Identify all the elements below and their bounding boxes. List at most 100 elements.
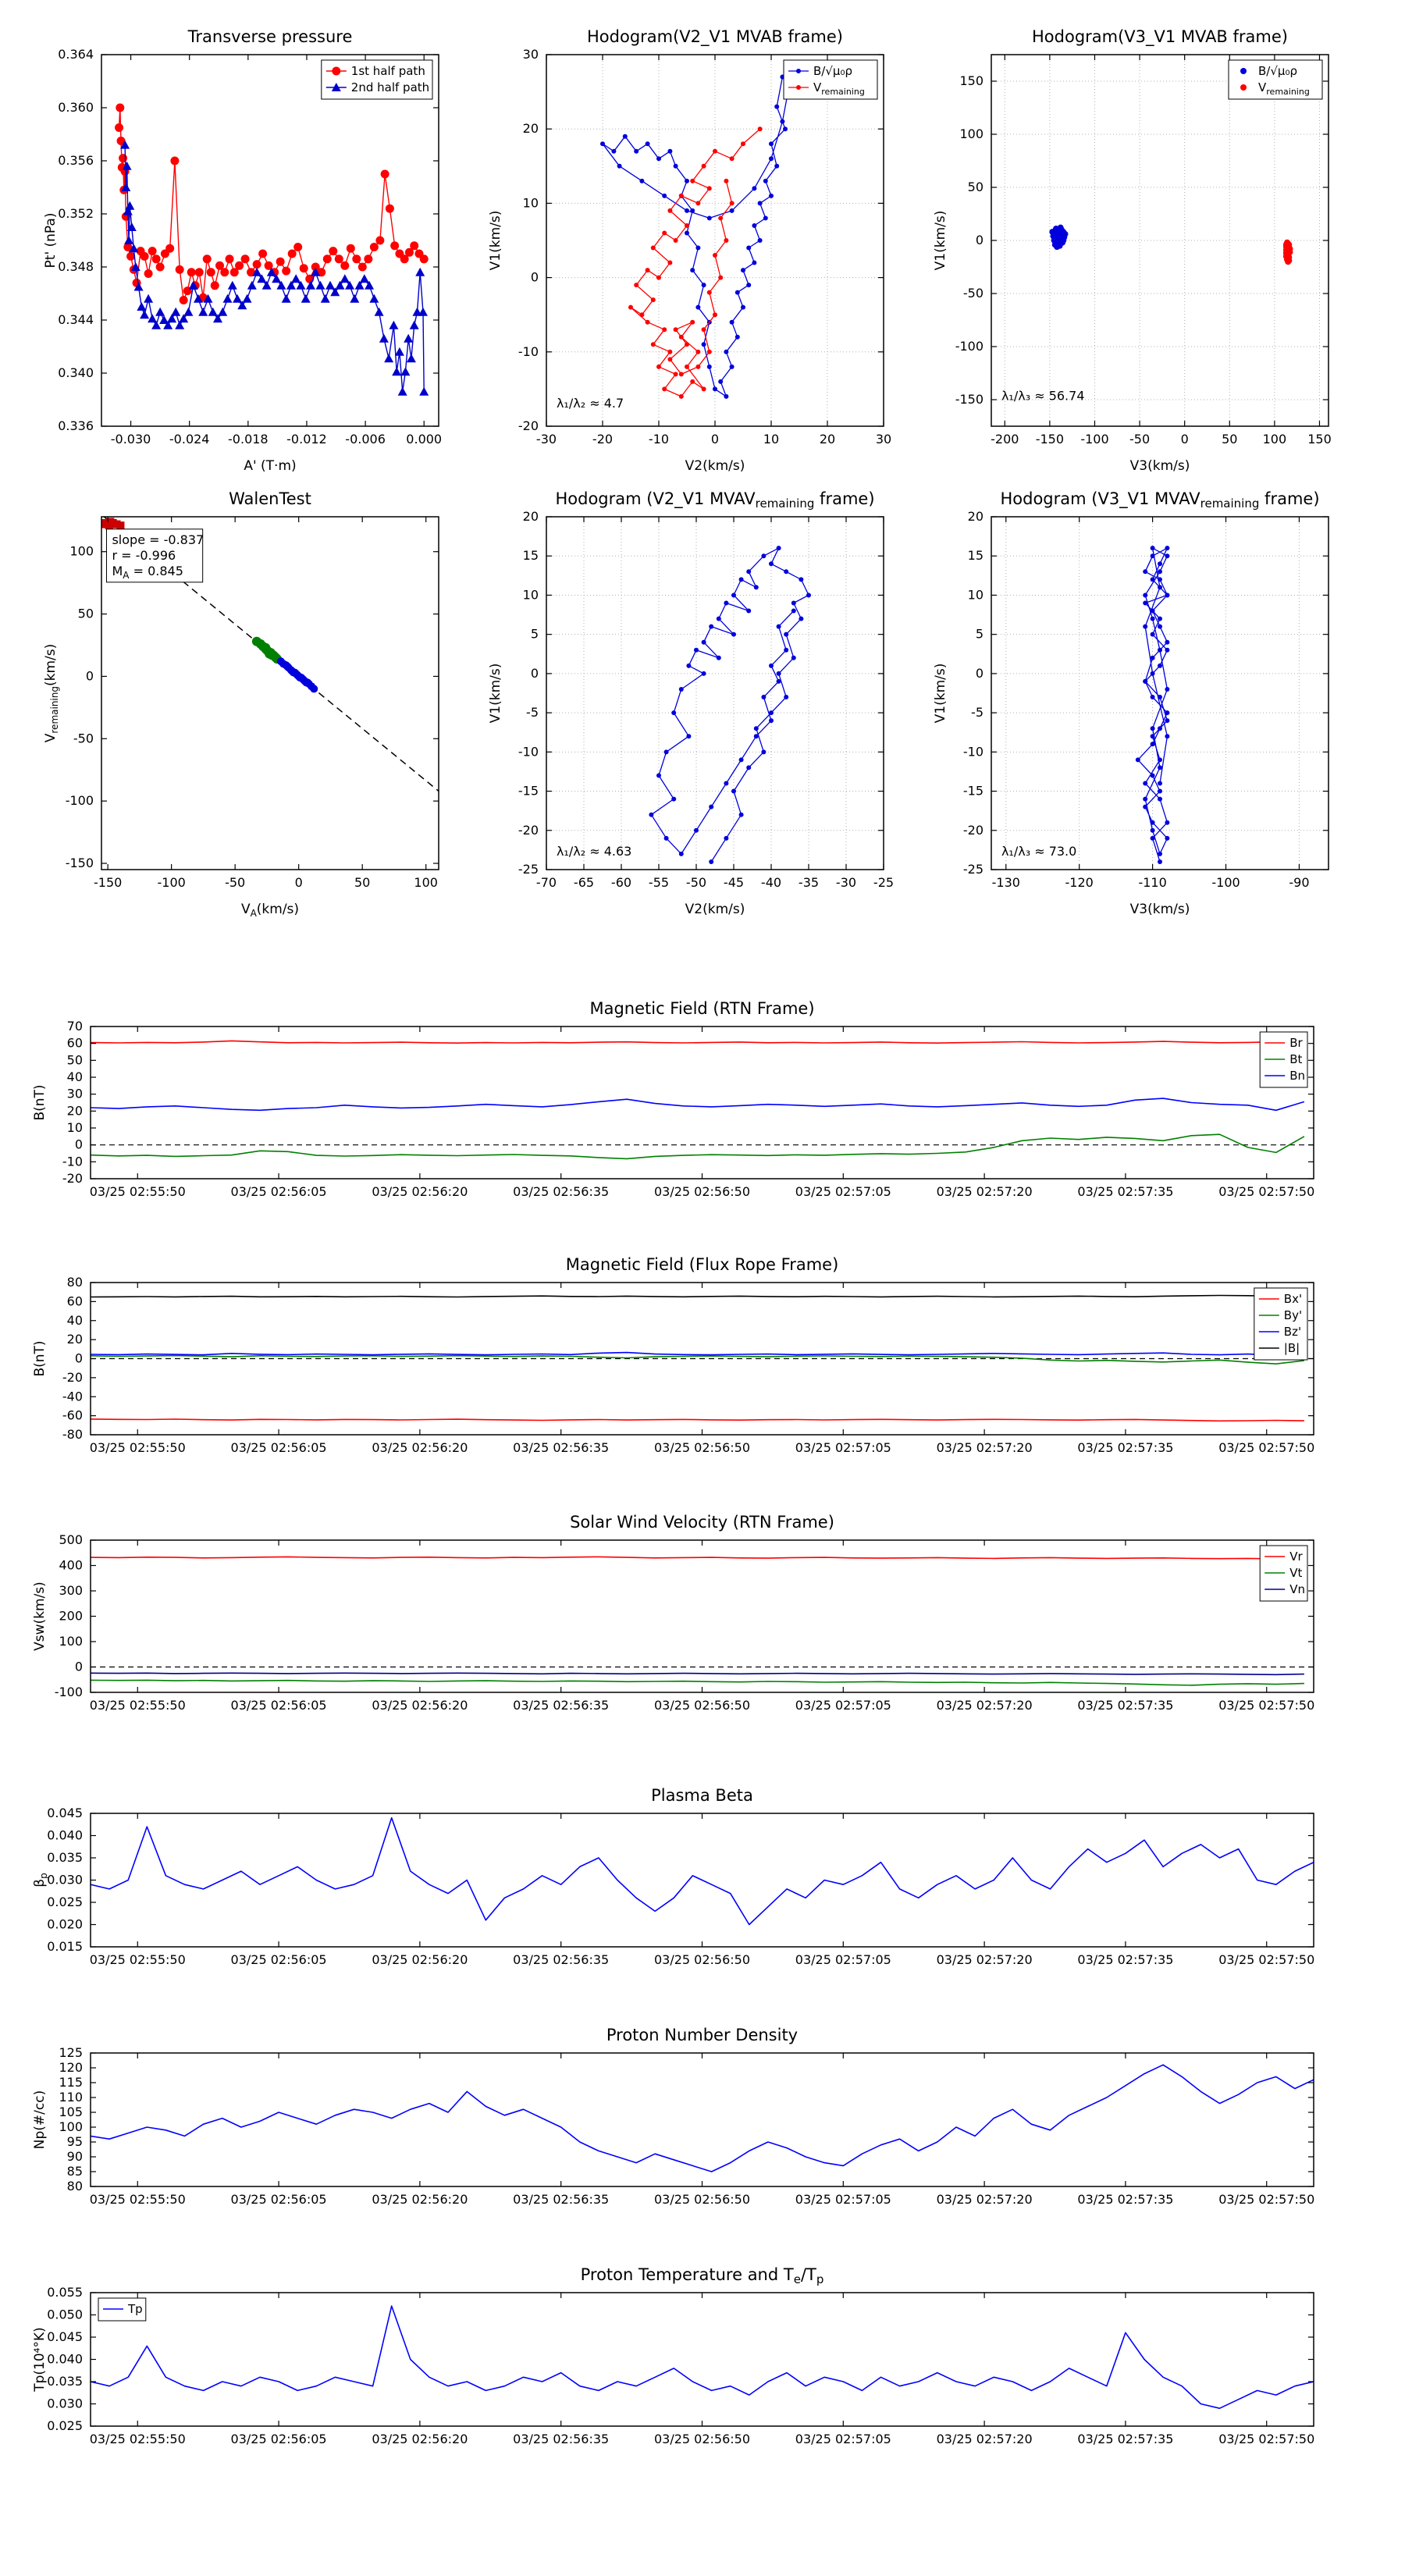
svg-text:-55: -55 <box>649 875 669 890</box>
svg-text:30: 30 <box>523 47 539 62</box>
svg-text:03/25 02:56:35: 03/25 02:56:35 <box>513 1440 609 1455</box>
svg-text:40: 40 <box>67 1069 83 1084</box>
svg-text:0.030: 0.030 <box>47 2396 83 2411</box>
svg-text:B/√μ₀ρ: B/√μ₀ρ <box>813 64 852 78</box>
svg-text:03/25 02:56:50: 03/25 02:56:50 <box>654 1440 750 1455</box>
svg-text:V1(km/s): V1(km/s) <box>488 211 503 271</box>
svg-text:-70: -70 <box>536 875 557 890</box>
svg-text:5: 5 <box>531 627 539 642</box>
svg-text:-100: -100 <box>55 1685 83 1699</box>
svg-text:100: 100 <box>59 1634 83 1649</box>
svg-text:V1(km/s): V1(km/s) <box>933 211 948 271</box>
svg-text:03/25 02:56:20: 03/25 02:56:20 <box>372 1440 468 1455</box>
svg-text:-100: -100 <box>158 875 186 890</box>
svg-text:03/25 02:56:50: 03/25 02:56:50 <box>654 1184 750 1199</box>
svg-text:150: 150 <box>959 73 984 88</box>
svg-text:0.364: 0.364 <box>58 47 94 62</box>
svg-text:0: 0 <box>75 1137 83 1152</box>
svg-text:-100: -100 <box>1211 875 1240 890</box>
svg-text:Np(#/cc): Np(#/cc) <box>32 2090 48 2149</box>
svg-text:20: 20 <box>523 121 539 136</box>
svg-text:-200: -200 <box>991 432 1019 447</box>
svg-text:03/25 02:57:50: 03/25 02:57:50 <box>1218 2432 1314 2446</box>
chart-hodogram-v2v1-mvab: -30 -20 -10 0 10 20 30-20-100102030Hodogram(V2… <box>488 27 891 474</box>
svg-text:03/25 02:56:05: 03/25 02:56:05 <box>231 1698 327 1713</box>
svg-text:03/25 02:57:35: 03/25 02:57:35 <box>1077 1184 1173 1199</box>
svg-text:03/25 02:55:50: 03/25 02:55:50 <box>90 1952 186 1967</box>
svg-text:0.020: 0.020 <box>47 1917 83 1932</box>
svg-text:03/25 02:57:20: 03/25 02:57:20 <box>937 2192 1033 2207</box>
chart-solar-wind-velocity: 03/25 02:55:50 03/25 02:56:05 03/25 02:56:… <box>32 1513 1314 1713</box>
svg-text:03/25 02:57:05: 03/25 02:57:05 <box>795 1184 891 1199</box>
svg-text:Tp(10⁴°K): Tp(10⁴°K) <box>32 2327 48 2393</box>
svg-text:-60: -60 <box>62 1408 83 1423</box>
svg-text:100: 100 <box>959 126 984 141</box>
chart-hodogram-v3v1-mvav: -130 -120 -110 -100 -90 -25 -20 -15 -10 -5 0 5 10 15 2… <box>933 489 1329 917</box>
svg-text:βp: βp <box>32 1873 49 1887</box>
svg-text:20: 20 <box>67 1332 83 1347</box>
svg-text:15: 15 <box>968 548 984 563</box>
svg-text:B(nT): B(nT) <box>32 1084 48 1120</box>
svg-text:-100: -100 <box>955 339 984 354</box>
svg-text:Plasma Beta: Plasma Beta <box>651 1786 753 1805</box>
svg-text:0: 0 <box>75 1660 83 1674</box>
svg-text:03/25 02:57:35: 03/25 02:57:35 <box>1077 1698 1173 1713</box>
svg-text:0.356: 0.356 <box>58 153 94 168</box>
svg-text:03/25 02:57:35: 03/25 02:57:35 <box>1077 2432 1173 2446</box>
svg-text:-20: -20 <box>592 432 613 447</box>
svg-text:03/25 02:56:50: 03/25 02:56:50 <box>654 1698 750 1713</box>
svg-text:-0.006: -0.006 <box>345 432 386 447</box>
svg-text:115: 115 <box>59 2075 83 2090</box>
svg-text:50: 50 <box>67 1052 83 1067</box>
svg-text:03/25 02:56:05: 03/25 02:56:05 <box>231 2192 327 2207</box>
svg-text:-150: -150 <box>955 392 984 407</box>
svg-text:10: 10 <box>763 432 779 447</box>
svg-text:100: 100 <box>1263 432 1287 447</box>
svg-text:Pt' (nPa): Pt' (nPa) <box>43 213 59 269</box>
svg-text:V1(km/s): V1(km/s) <box>488 664 503 724</box>
svg-text:03/25 02:55:50: 03/25 02:55:50 <box>90 2432 186 2446</box>
svg-text:Bx': Bx' <box>1284 1292 1302 1306</box>
svg-text:70: 70 <box>67 1019 83 1034</box>
svg-text:1st half path: 1st half path <box>351 64 425 78</box>
svg-text:03/25 02:55:50: 03/25 02:55:50 <box>90 1184 186 1199</box>
svg-text:V2(km/s): V2(km/s) <box>685 902 745 917</box>
svg-text:-150: -150 <box>94 875 122 890</box>
svg-text:λ₁/λ₂ ≈ 4.7: λ₁/λ₂ ≈ 4.7 <box>557 396 624 411</box>
svg-text:03/25 02:56:05: 03/25 02:56:05 <box>231 2432 327 2446</box>
svg-text:Br: Br <box>1289 1036 1303 1050</box>
svg-text:-10: -10 <box>963 744 984 759</box>
svg-text:03/25 02:56:05: 03/25 02:56:05 <box>231 1952 327 1967</box>
svg-text:200: 200 <box>59 1609 83 1624</box>
svg-text:Solar Wind Velocity (RTN Frame: Solar Wind Velocity (RTN Frame) <box>570 1513 834 1532</box>
svg-text:Magnetic Field (RTN Frame): Magnetic Field (RTN Frame) <box>589 999 814 1018</box>
chart-proton-temperature: 03/25 02:55:50 03/25 02:56:05 03/25 02:56:… <box>32 2265 1314 2446</box>
svg-text:20: 20 <box>67 1103 83 1118</box>
svg-text:50: 50 <box>968 180 984 194</box>
svg-text:03/25 02:56:35: 03/25 02:56:35 <box>513 2432 609 2446</box>
svg-text:03/25 02:57:35: 03/25 02:57:35 <box>1077 1952 1173 1967</box>
chart-hodogram-v3v1-mvab: -200 -150 -100 -50 0 50 100 150 -150 -100 -50 0 50 10… <box>933 27 1332 474</box>
svg-text:VA(km/s): VA(km/s) <box>241 902 299 919</box>
svg-text:λ₁/λ₃ ≈ 73.0: λ₁/λ₃ ≈ 73.0 <box>1001 844 1076 859</box>
svg-text:03/25 02:56:20: 03/25 02:56:20 <box>372 1698 468 1713</box>
svg-text:03/25 02:56:35: 03/25 02:56:35 <box>513 1952 609 1967</box>
svg-text:-20: -20 <box>62 1370 83 1385</box>
svg-text:03/25 02:57:50: 03/25 02:57:50 <box>1218 1698 1314 1713</box>
svg-text:03/25 02:56:35: 03/25 02:56:35 <box>513 2192 609 2207</box>
svg-text:Hodogram (V3_V1 MVAVremaining: Hodogram (V3_V1 MVAVremaining frame) <box>1000 489 1319 511</box>
svg-text:03/25 02:57:20: 03/25 02:57:20 <box>937 1184 1033 1199</box>
svg-text:-150: -150 <box>66 856 94 870</box>
svg-text:-0.018: -0.018 <box>228 432 269 447</box>
svg-text:0: 0 <box>976 666 984 681</box>
svg-text:20: 20 <box>968 509 984 524</box>
svg-text:Vr: Vr <box>1289 1550 1303 1564</box>
svg-text:125: 125 <box>59 2045 83 2060</box>
svg-text:120: 120 <box>59 2060 83 2075</box>
svg-text:-15: -15 <box>963 784 984 799</box>
svg-text:0.360: 0.360 <box>58 100 94 115</box>
svg-text:0: 0 <box>86 668 94 683</box>
svg-text:-110: -110 <box>1138 875 1166 890</box>
svg-text:-5: -5 <box>971 705 984 720</box>
